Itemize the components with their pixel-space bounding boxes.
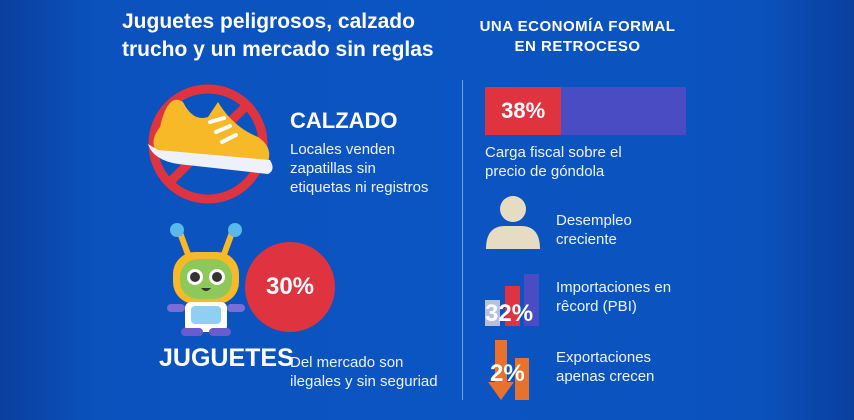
exportaciones-percent: 2% xyxy=(490,360,525,387)
juguetes-text: Del mercado son ilegales y sin seguriad xyxy=(290,354,438,390)
carga-progress-fill: 38% xyxy=(485,87,562,135)
exportaciones-text: Exportaciones apenas crecen xyxy=(556,349,655,385)
desempleo-text: Desempleo creciente xyxy=(556,212,632,248)
importaciones-text: Importaciones en rêcord (PBI) xyxy=(556,279,672,315)
calzado-heading: CALZADO xyxy=(290,108,398,133)
importaciones-percent: 32% xyxy=(485,300,534,327)
prohibited-shoe-icon xyxy=(148,84,273,204)
calzado-text: Locales venden zapatillas sin etiquetas ni… xyxy=(290,141,429,196)
juguetes-heading: JUGUETES xyxy=(159,344,294,372)
main-title: Juguetes peligrosos, calzado trucho y un … xyxy=(122,10,434,61)
person-icon xyxy=(486,196,540,249)
carga-text: Carga fiscal sobre el precio de góndola xyxy=(485,144,622,180)
right-title: UNA ECONOMÍA FORMAL EN RETROCESO xyxy=(479,18,676,55)
divider xyxy=(462,80,463,400)
bar-chart-icon: 32% xyxy=(485,270,541,327)
juguetes-percent-badge: 30% xyxy=(245,242,335,332)
carga-progress-bar: 38% xyxy=(485,87,686,135)
down-arrow-icon: 2% xyxy=(488,340,533,402)
robot-toy-icon xyxy=(167,223,245,336)
